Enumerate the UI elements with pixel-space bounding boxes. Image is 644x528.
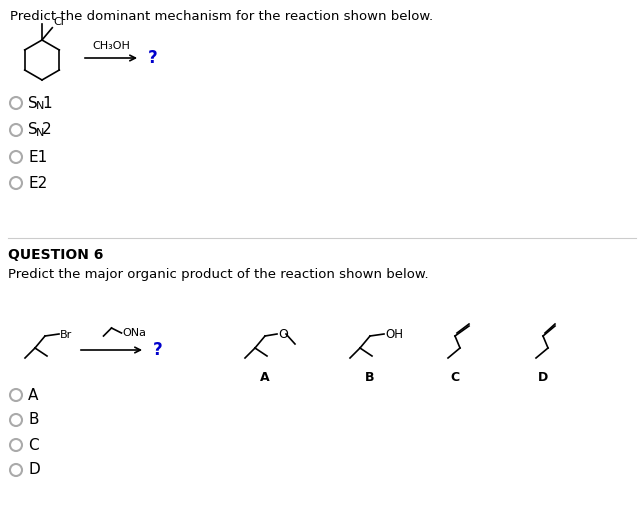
Text: ONa: ONa [122,328,146,338]
Text: B: B [28,412,39,428]
Text: 1: 1 [42,96,52,110]
Text: N: N [35,128,44,138]
Text: S: S [28,122,38,137]
Text: B: B [365,371,375,384]
Text: D: D [538,371,548,384]
Text: C: C [450,371,460,384]
Text: E1: E1 [28,149,47,165]
Text: ?: ? [153,341,163,359]
Text: C: C [28,438,39,452]
Text: Cl: Cl [53,17,64,27]
Text: N: N [35,101,44,111]
Text: O: O [278,327,288,341]
Text: E2: E2 [28,175,47,191]
Text: Predict the major organic product of the reaction shown below.: Predict the major organic product of the… [8,268,429,281]
Text: S: S [28,96,38,110]
Text: Br: Br [60,330,72,340]
Text: OH: OH [385,327,403,341]
Text: 2: 2 [42,122,52,137]
Text: ?: ? [148,49,158,67]
Text: Predict the dominant mechanism for the reaction shown below.: Predict the dominant mechanism for the r… [10,10,433,23]
Text: D: D [28,463,40,477]
Text: QUESTION 6: QUESTION 6 [8,248,104,262]
Text: A: A [28,388,39,402]
Text: CH₃OH: CH₃OH [92,41,130,51]
Text: A: A [260,371,270,384]
